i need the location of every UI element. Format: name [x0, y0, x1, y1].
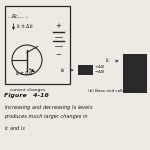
Text: Increasing and decreasing $I_B$ levels: Increasing and decreasing $I_B$ levels: [4, 103, 94, 112]
Text: Figure   4-16: Figure 4-16: [4, 93, 49, 98]
Text: $I_C$ and $I_E$: $I_C$ and $I_E$: [4, 124, 27, 133]
Text: $-$: $-$: [55, 50, 62, 56]
Text: current changes: current changes: [10, 88, 45, 93]
Bar: [123, 54, 147, 93]
Text: $I_B \pm \Delta I_B$: $I_B \pm \Delta I_B$: [15, 69, 34, 78]
Text: $I_B$: $I_B$: [60, 66, 66, 75]
Text: $I_C \pm \Delta I_C$: $I_C \pm \Delta I_C$: [16, 22, 36, 32]
Text: $-\Delta I_B$: $-\Delta I_B$: [94, 69, 106, 76]
Bar: [78, 65, 93, 75]
Text: $R_C$: $R_C$: [11, 12, 19, 21]
Text: $+\Delta I_B$: $+\Delta I_B$: [94, 64, 106, 72]
Text: produces much larger changes in: produces much larger changes in: [4, 114, 88, 119]
Bar: [4, 6, 70, 84]
Text: +: +: [56, 23, 62, 29]
Text: $I_C$: $I_C$: [105, 57, 111, 65]
Text: (b) Base and collector c: (b) Base and collector c: [88, 88, 137, 93]
